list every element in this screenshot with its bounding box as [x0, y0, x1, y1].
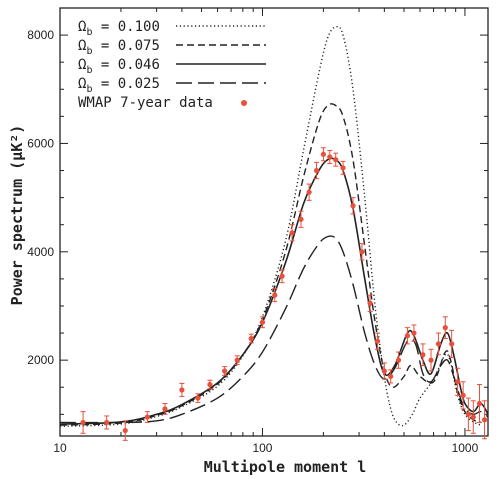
data-point — [162, 406, 168, 412]
data-point — [481, 417, 488, 423]
data-point — [179, 387, 185, 393]
axis-ticks: 10 100 1000 2000 4000 6000 8000 — [27, 8, 488, 455]
data-point — [80, 419, 86, 426]
legend-label-data: WMAP 7-year data — [78, 95, 213, 111]
data-point — [460, 392, 466, 398]
data-point — [374, 338, 381, 344]
data-point — [442, 325, 448, 331]
series-line-1 — [59, 25, 482, 427]
data-point — [350, 203, 356, 209]
plot-frame — [59, 7, 489, 437]
data-point — [435, 341, 442, 347]
data-point — [104, 419, 110, 426]
data-point — [313, 167, 320, 174]
data-point — [248, 335, 254, 342]
series-line-3 — [59, 157, 489, 425]
data-point — [306, 189, 312, 195]
data-point — [404, 333, 411, 339]
y-axis-label: Power spectrum (μK²) — [8, 125, 26, 306]
data-point — [195, 395, 201, 401]
wmap-data-points — [80, 147, 488, 441]
data-point — [333, 157, 339, 163]
series-line-4 — [59, 235, 489, 424]
data-point — [259, 319, 266, 325]
data-point — [272, 292, 278, 298]
x-tick-label: 10 — [53, 441, 67, 455]
y-tick-label: 4000 — [27, 245, 54, 259]
data-point — [122, 427, 128, 434]
data-point — [428, 357, 434, 363]
data-point — [340, 165, 346, 171]
x-tick-label: 100 — [252, 441, 272, 455]
data-point — [381, 368, 387, 374]
data-point — [388, 373, 394, 380]
data-point — [420, 352, 426, 358]
legend-label-3: Ωb = 0.046 — [78, 57, 160, 76]
data-point — [234, 357, 240, 363]
data-point — [221, 368, 228, 374]
data-point — [327, 154, 333, 160]
data-point — [359, 249, 365, 255]
legend-label-4: Ωb = 0.025 — [78, 76, 160, 95]
legend-label-1: Ωb = 0.100 — [78, 19, 160, 38]
data-point — [395, 357, 402, 363]
legend-marker-data — [241, 100, 247, 106]
data-point — [144, 414, 150, 420]
y-tick-label: 2000 — [27, 353, 54, 367]
data-point — [207, 381, 213, 388]
data-point — [411, 330, 417, 336]
data-point — [279, 273, 285, 279]
data-point — [470, 414, 476, 420]
axes-frame — [59, 7, 489, 437]
y-tick-label: 6000 — [27, 136, 54, 150]
x-axis-label: Multipole moment l — [204, 458, 367, 476]
data-point — [454, 379, 461, 385]
x-tick-label: 1000 — [452, 441, 479, 455]
data-point — [367, 300, 373, 306]
data-point — [465, 411, 471, 417]
data-point — [298, 216, 304, 222]
data-point — [476, 400, 483, 407]
legend-label-2: Ωb = 0.075 — [78, 38, 160, 57]
data-point — [289, 230, 295, 236]
model-curves — [59, 25, 489, 427]
data-point — [449, 341, 455, 347]
series-line-2 — [59, 103, 482, 426]
data-point — [320, 151, 327, 157]
y-tick-label: 8000 — [27, 28, 54, 42]
